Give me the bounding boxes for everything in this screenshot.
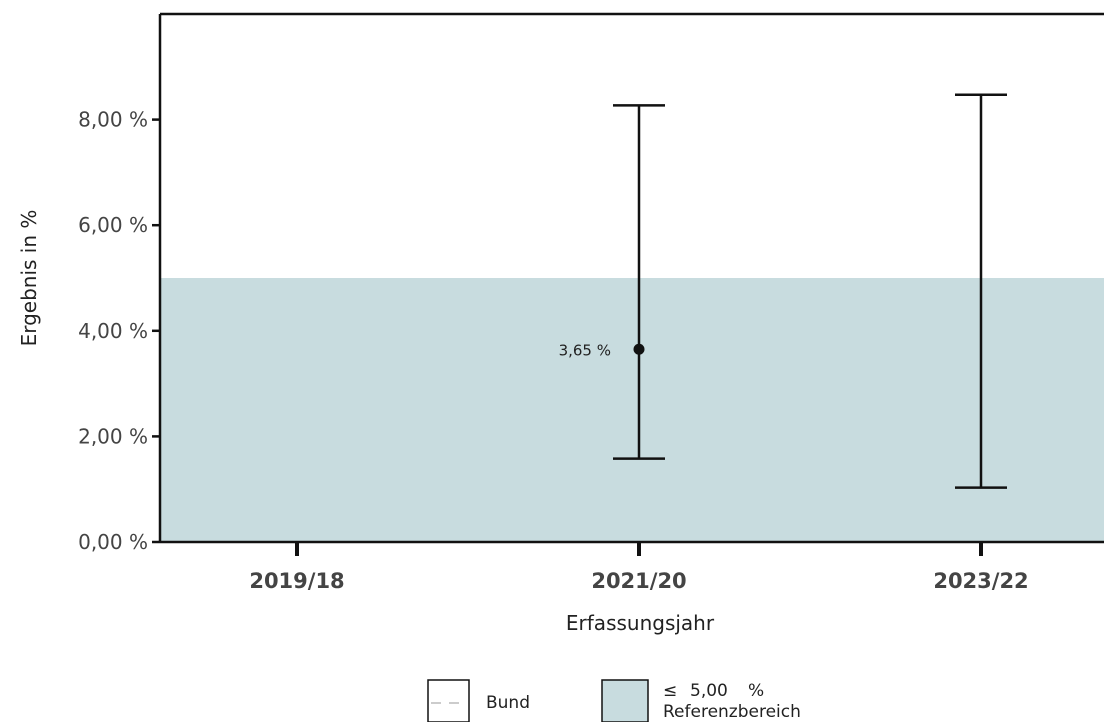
y-tick-label: 8,00 %	[78, 108, 148, 132]
x-axis-title: Erfassungsjahr	[566, 611, 715, 635]
legend-ref-symbol: ≤	[663, 681, 677, 701]
y-tick-label: 0,00 %	[78, 530, 148, 554]
y-axis-title: Ergebnis in %	[17, 210, 41, 347]
legend-ref-swatch	[601, 679, 649, 722]
data-label: 3,65 %	[559, 341, 611, 359]
y-ticks: 0,00 % 2,00 % 4,00 % 6,00 % 8,00 %	[78, 108, 160, 554]
legend-ref-value: 5,00	[690, 681, 728, 701]
y-tick-label: 6,00 %	[78, 213, 148, 237]
data-point	[633, 343, 645, 355]
x-tick-label: 2019/18	[249, 569, 344, 593]
legend: Bund ≤ 5,00 % Referenzbereich	[427, 679, 801, 722]
legend-bund-label: Bund	[486, 693, 530, 713]
x-tick-label: 2023/22	[933, 569, 1028, 593]
y-tick-label: 4,00 %	[78, 319, 148, 343]
x-tick-label: 2021/20	[591, 569, 686, 593]
x-ticks: 2019/18 2021/20 2023/22	[249, 542, 1029, 593]
legend-ref-label: Referenzbereich	[663, 702, 801, 722]
data-marks: 3,65 %	[559, 93, 1007, 489]
legend-bund-swatch	[427, 679, 470, 722]
reference-area	[160, 278, 1104, 542]
legend-ref-unit: %	[748, 681, 764, 701]
y-tick-label: 2,00 %	[78, 424, 148, 448]
